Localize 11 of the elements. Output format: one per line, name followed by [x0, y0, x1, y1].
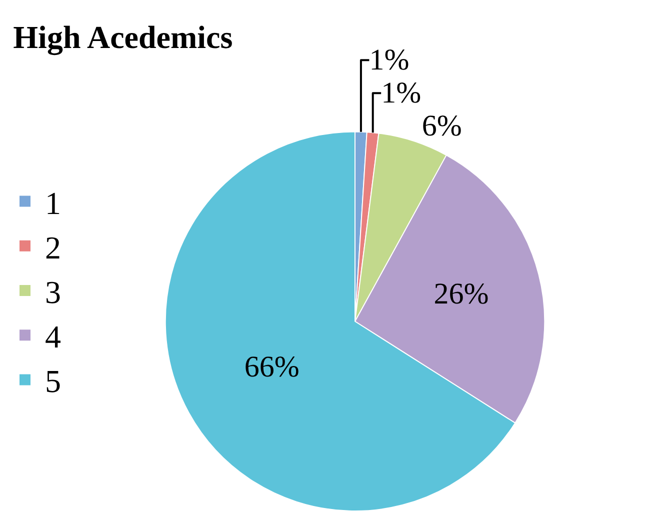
legend-label: 1 [45, 184, 61, 221]
legend-label: 3 [45, 274, 61, 310]
data-label: 26% [434, 278, 489, 311]
data-label: 6% [422, 110, 462, 143]
data-label: 1% [381, 76, 422, 110]
data-label: 66% [244, 350, 300, 384]
chart-title: High Acedemics [13, 19, 233, 56]
legend-label: 5 [45, 363, 61, 400]
legend-label: 4 [45, 318, 61, 355]
data-label: 1% [369, 44, 410, 77]
legend-label: 2 [45, 229, 61, 266]
